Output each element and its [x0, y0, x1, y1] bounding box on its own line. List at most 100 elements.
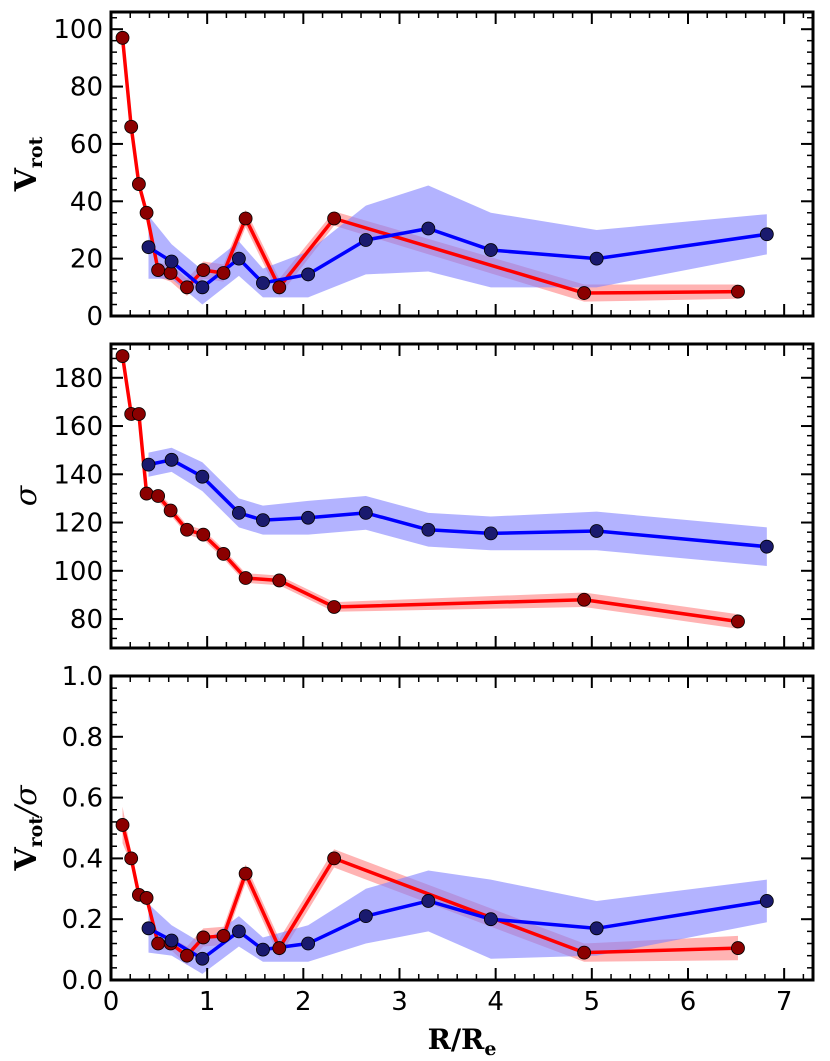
data-point-red [139, 891, 154, 905]
data-point-red [180, 948, 194, 963]
data-point-red [151, 936, 166, 951]
data-point-red [180, 522, 194, 537]
data-point-red [115, 818, 130, 832]
panel-data [115, 806, 774, 974]
data-point-red [124, 119, 139, 134]
data-point-blue [483, 526, 498, 541]
x-axis-label: R/Re [428, 1023, 497, 1060]
y-tick-label: 120 [53, 509, 103, 539]
panel-data [115, 349, 774, 629]
data-point-blue [301, 936, 316, 951]
data-point-red [238, 571, 253, 585]
y-tick-label: 140 [53, 460, 103, 490]
x-axis-label-sub: e [484, 1038, 496, 1060]
y-tick-label: 20 [70, 245, 103, 275]
data-point-red [139, 486, 154, 501]
y-tick-label: 100 [53, 557, 103, 587]
data-point-blue [231, 251, 246, 266]
y-axis-label-main: V [9, 167, 44, 192]
panel-sigma: 80 100 120 140 160 180 σ [9, 342, 815, 650]
data-point-blue [141, 240, 156, 255]
data-point-red [163, 503, 178, 518]
y-tick-label: 0.2 [62, 905, 103, 935]
data-point-blue [256, 942, 270, 957]
y-tick-label: 0.6 [62, 784, 103, 814]
data-point-blue [483, 912, 498, 927]
data-point-blue [164, 452, 179, 467]
chart-panels: 020406080100Vrot80100120140160180σ0.00.2… [9, 10, 815, 1017]
data-point-red [124, 851, 139, 866]
data-point-red [216, 547, 231, 561]
data-point-red [238, 866, 253, 881]
data-point-blue [164, 933, 179, 948]
data-point-blue [141, 921, 156, 936]
y-axis-label-sub: rot [25, 136, 47, 168]
data-point-red [151, 263, 166, 278]
y-tick-label: 60 [70, 130, 103, 160]
data-point-red [163, 266, 178, 280]
x-tick-label: 5 [584, 987, 601, 1017]
y-tick-label: 180 [53, 364, 103, 394]
data-point-blue [421, 894, 436, 908]
data-point-blue [141, 457, 156, 472]
data-point-red [115, 349, 130, 363]
data-point-blue [421, 221, 436, 236]
data-point-blue [231, 924, 246, 939]
panel-frame [109, 674, 815, 982]
y-tick-label: 1.0 [62, 662, 103, 692]
y-tick-label: 40 [70, 187, 103, 217]
data-point-red [731, 614, 745, 629]
y-axis-label: Vrot/σ [9, 784, 47, 872]
y-tick-label: 100 [53, 15, 103, 45]
error-band-blue [148, 447, 767, 566]
data-point-red [731, 284, 745, 299]
series-line-red [120, 355, 739, 624]
y-axis-label-suffix: /σ [9, 784, 44, 819]
y-axis-label-sub: rot [25, 816, 47, 848]
data-point-red [577, 592, 592, 607]
y-axis-label: σ [9, 484, 44, 506]
x-axis-title: R/Re [428, 1023, 497, 1060]
data-point-blue [421, 522, 436, 537]
data-point-blue [589, 251, 604, 266]
y-tick-label: 80 [70, 605, 103, 635]
data-point-red [151, 489, 166, 503]
data-point-blue [358, 505, 373, 520]
x-tick-label: 0 [103, 987, 120, 1017]
panel-frame [109, 342, 815, 650]
data-point-blue [358, 233, 373, 247]
data-point-blue [759, 227, 774, 242]
data-point-blue [164, 254, 179, 269]
y-tick-label: 0 [86, 302, 103, 332]
x-tick-label: 6 [680, 987, 697, 1017]
data-point-blue [759, 539, 774, 554]
data-point-blue [256, 513, 270, 528]
data-point-red [180, 280, 194, 295]
data-point-blue [195, 469, 210, 484]
x-tick-label: 2 [295, 987, 312, 1017]
data-point-blue [195, 280, 210, 295]
x-axis-label-main: R/R [428, 1023, 485, 1056]
data-point-red [731, 941, 745, 955]
data-point-blue [195, 951, 210, 966]
panel-data [115, 30, 774, 305]
data-point-red [327, 211, 342, 226]
data-point-blue [301, 267, 316, 282]
data-point-red [327, 851, 342, 866]
panel-frame [109, 10, 815, 318]
y-tick-label: 80 [70, 73, 103, 103]
data-point-red [577, 286, 592, 300]
y-tick-label: 0.8 [62, 723, 103, 753]
x-tick-label: 7 [776, 987, 793, 1017]
y-tick-label: 0.0 [62, 966, 103, 996]
data-point-red [272, 573, 287, 588]
data-point-red [196, 263, 211, 278]
x-tick-label: 1 [199, 987, 216, 1017]
data-point-blue [759, 894, 774, 908]
y-axis-label: Vrot [9, 136, 47, 192]
data-point-blue [256, 276, 270, 290]
data-point-red [196, 930, 211, 945]
data-point-blue [358, 909, 373, 924]
data-point-blue [231, 505, 246, 520]
